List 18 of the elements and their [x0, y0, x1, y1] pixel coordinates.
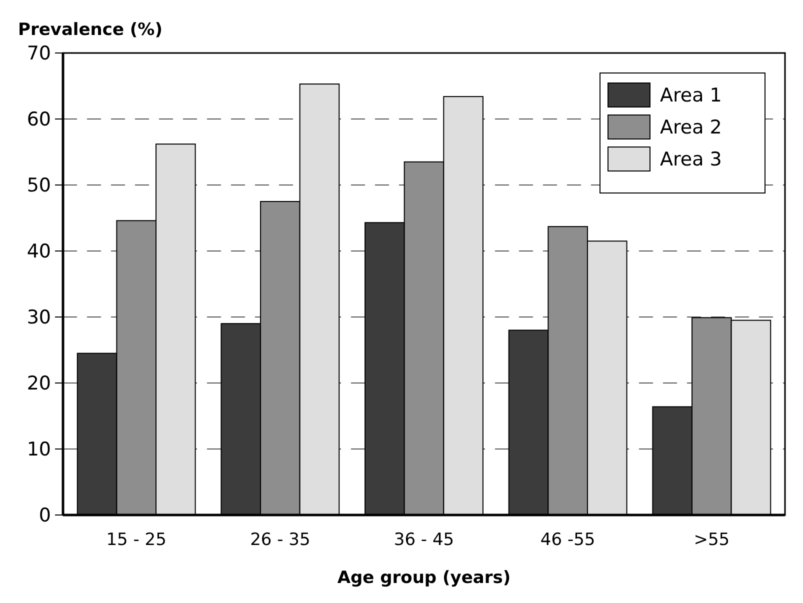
x-tick-label: 15 - 25: [106, 530, 166, 550]
x-tick-label: 26 - 35: [250, 530, 310, 550]
y-tick-label: 50: [26, 174, 51, 197]
x-tick-label: 46 -55: [540, 530, 596, 550]
legend-label: Area 2: [660, 116, 722, 139]
legend-label: Area 3: [660, 148, 722, 171]
y-tick-label: 0: [38, 504, 51, 527]
y-tick-label: 30: [26, 306, 51, 329]
y-tick-label: 60: [26, 108, 51, 131]
legend-label: Area 1: [660, 84, 722, 107]
y-tick-label: 20: [26, 372, 51, 395]
x-tick-label: >55: [694, 530, 730, 550]
y-tick-label: 70: [26, 42, 51, 65]
x-tick-label: 36 - 45: [394, 530, 454, 550]
y-axis-title: Prevalence (%): [18, 20, 162, 40]
x-axis-title: Age group (years): [337, 568, 511, 588]
y-tick-label: 40: [26, 240, 51, 263]
y-tick-label: 10: [26, 438, 51, 461]
